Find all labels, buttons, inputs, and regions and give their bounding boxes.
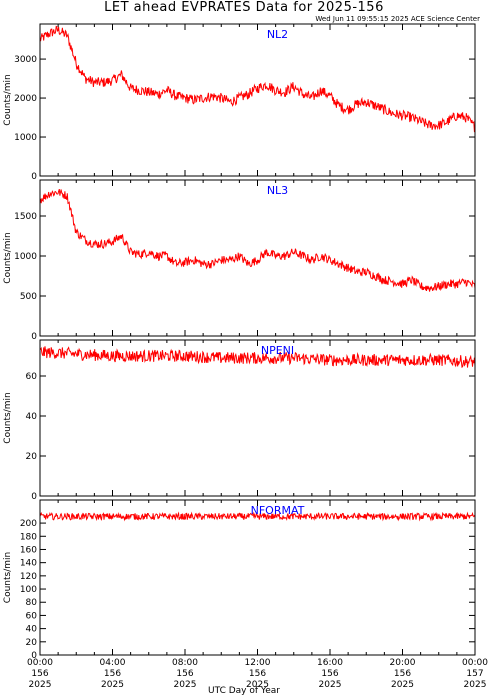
panel-title-npeni: NPENI <box>261 344 294 357</box>
y-tick-label: 0 <box>31 492 37 502</box>
y-axis-label: Counts/min <box>3 552 13 603</box>
y-tick-label: 3000 <box>14 55 37 65</box>
series-line-nl2 <box>39 25 476 133</box>
y-tick-label: 0 <box>31 651 37 661</box>
y-tick-label: 80 <box>26 598 38 608</box>
y-tick-label: 160 <box>20 545 37 555</box>
y-tick-label: 180 <box>20 532 37 542</box>
x-tick-label-year: 2025 <box>391 680 414 690</box>
y-tick-label: 100 <box>20 585 37 595</box>
x-tick-label-doy: 156 <box>394 669 411 679</box>
y-tick-label: 20 <box>26 452 38 462</box>
y-tick-label: 60 <box>26 372 38 382</box>
x-tick-label-doy: 156 <box>249 669 266 679</box>
x-tick-label-time: 08:00 <box>172 658 198 668</box>
panel-title-nl3: NL3 <box>267 184 288 197</box>
generated-timestamp: Wed Jun 11 09:55:15 2025 ACE Science Cen… <box>315 15 480 23</box>
y-tick-label: 140 <box>20 559 37 569</box>
x-tick-label-year: 2025 <box>101 680 124 690</box>
y-tick-label: 120 <box>20 572 37 582</box>
y-tick-label: 1000 <box>14 252 37 262</box>
y-tick-label: 40 <box>26 625 38 635</box>
y-tick-label: 200 <box>20 519 37 529</box>
y-tick-label: 2000 <box>14 94 37 104</box>
x-tick-label-time: 00:00 <box>27 658 53 668</box>
x-tick-label-time: 04:00 <box>100 658 126 668</box>
y-tick-label: 500 <box>20 292 37 302</box>
y-axis-label: Counts/min <box>3 232 13 283</box>
panel-title-nl2: NL2 <box>267 28 288 41</box>
y-tick-label: 20 <box>26 638 38 648</box>
x-axis-label: UTC Day of Year <box>208 686 280 696</box>
y-axis-label: Counts/min <box>3 74 13 125</box>
series-line-nformat <box>39 511 476 522</box>
x-tick-label-time: 20:00 <box>390 658 416 668</box>
y-tick-label: 0 <box>31 172 37 182</box>
panel-frame <box>39 499 476 656</box>
x-tick-label-time: 12:00 <box>245 658 271 668</box>
series-line-nl3 <box>39 188 476 292</box>
x-tick-label-year: 2025 <box>464 680 487 690</box>
x-tick-label-time: 00:00 <box>462 658 488 668</box>
x-tick-label-doy: 156 <box>104 669 121 679</box>
y-tick-label: 1500 <box>14 212 37 222</box>
panel-title-nformat: NFORMAT <box>251 504 305 517</box>
y-tick-label: 0 <box>31 332 37 342</box>
x-tick-label-time: 16:00 <box>317 658 343 668</box>
x-tick-label-year: 2025 <box>319 680 342 690</box>
x-tick-label-year: 2025 <box>246 680 269 690</box>
x-tick-label-doy: 156 <box>176 669 193 679</box>
y-tick-label: 60 <box>26 611 38 621</box>
y-tick-label: 40 <box>26 412 38 422</box>
x-tick-label-doy: 156 <box>31 669 48 679</box>
panel-frame <box>39 23 476 177</box>
x-tick-label-doy: 156 <box>321 669 338 679</box>
y-tick-label: 1000 <box>14 133 37 143</box>
series-line-npeni <box>39 346 476 368</box>
x-tick-label-year: 2025 <box>174 680 197 690</box>
panel-frame <box>39 179 476 337</box>
chart-title: LET ahead EVPRATES Data for 2025-156 <box>104 0 384 15</box>
y-axis-label: Counts/min <box>3 392 13 443</box>
x-tick-label-doy: 157 <box>466 669 483 679</box>
x-tick-label-year: 2025 <box>29 680 52 690</box>
